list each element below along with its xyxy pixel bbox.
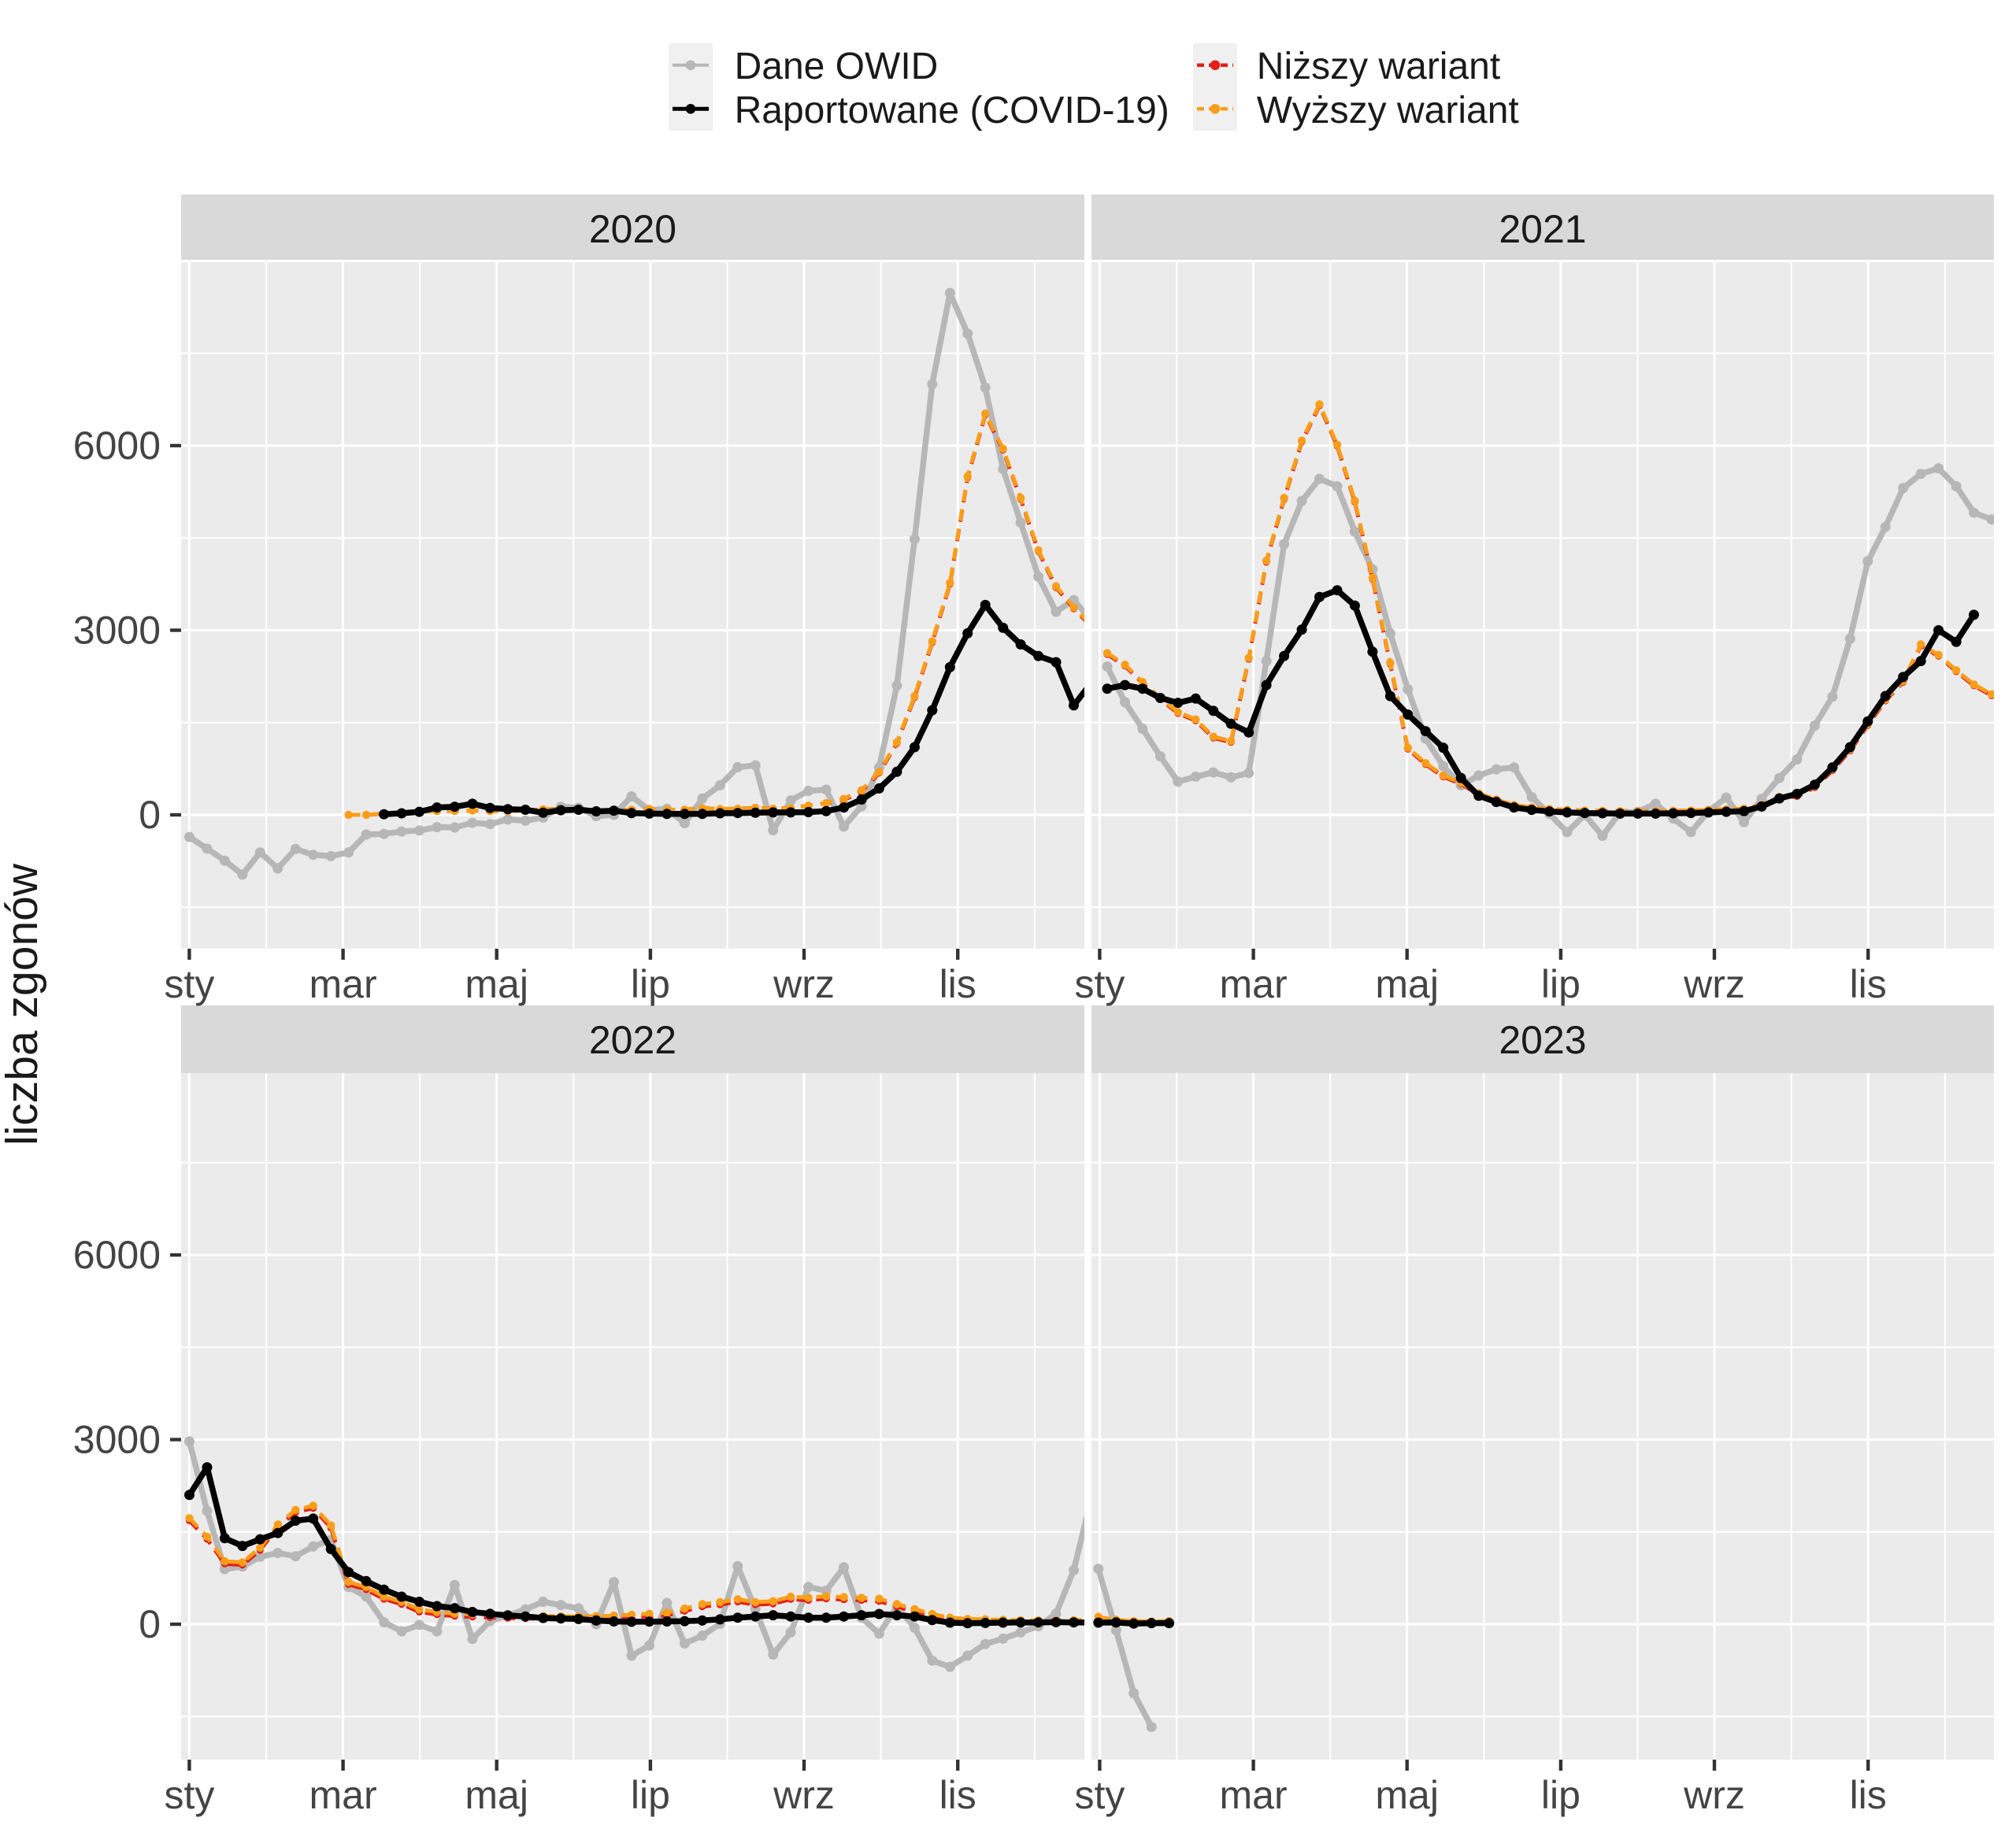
svg-text:maj: maj xyxy=(465,962,528,1006)
svg-text:lis: lis xyxy=(939,1773,976,1817)
svg-text:2020: 2020 xyxy=(589,207,676,251)
svg-text:0: 0 xyxy=(139,1602,161,1646)
svg-text:lis: lis xyxy=(1850,1773,1887,1817)
svg-text:0: 0 xyxy=(139,793,161,837)
svg-text:wrz: wrz xyxy=(773,962,835,1006)
svg-text:mar: mar xyxy=(1220,1773,1288,1817)
svg-text:maj: maj xyxy=(1375,1773,1439,1817)
svg-text:lip: lip xyxy=(1541,962,1581,1006)
svg-text:wrz: wrz xyxy=(773,1773,835,1817)
svg-text:sty: sty xyxy=(1074,962,1125,1006)
svg-text:maj: maj xyxy=(465,1773,528,1817)
svg-text:maj: maj xyxy=(1375,962,1439,1006)
svg-text:2021: 2021 xyxy=(1499,207,1586,251)
svg-text:3000: 3000 xyxy=(73,1418,161,1462)
svg-text:2023: 2023 xyxy=(1499,1018,1586,1062)
svg-text:wrz: wrz xyxy=(1683,962,1745,1006)
svg-text:liczba zgonów: liczba zgonów xyxy=(0,863,47,1146)
svg-text:wrz: wrz xyxy=(1683,1773,1745,1817)
svg-text:lip: lip xyxy=(631,962,670,1006)
svg-text:6000: 6000 xyxy=(73,1233,161,1277)
svg-text:lip: lip xyxy=(631,1773,670,1817)
svg-text:sty: sty xyxy=(164,1773,214,1817)
svg-text:mar: mar xyxy=(309,962,377,1006)
svg-text:Dane OWID: Dane OWID xyxy=(735,46,939,87)
svg-text:lis: lis xyxy=(1850,962,1887,1006)
svg-text:Raportowane (COVID-19): Raportowane (COVID-19) xyxy=(735,90,1169,131)
svg-text:mar: mar xyxy=(1220,962,1288,1006)
svg-text:lip: lip xyxy=(1541,1773,1581,1817)
svg-text:Niższy wariant: Niższy wariant xyxy=(1257,46,1500,87)
svg-text:2022: 2022 xyxy=(589,1018,676,1062)
svg-text:mar: mar xyxy=(309,1773,377,1817)
svg-text:lis: lis xyxy=(939,962,976,1006)
svg-text:sty: sty xyxy=(1074,1773,1125,1817)
svg-text:Wyższy wariant: Wyższy wariant xyxy=(1257,90,1519,131)
svg-text:3000: 3000 xyxy=(73,609,161,653)
svg-text:6000: 6000 xyxy=(73,424,161,468)
svg-text:sty: sty xyxy=(164,962,214,1006)
